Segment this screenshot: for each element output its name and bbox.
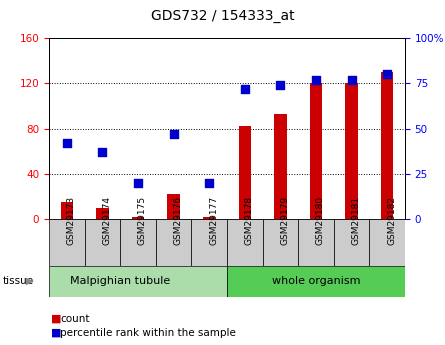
Text: GSM29173: GSM29173 [67,196,76,245]
Bar [167,194,180,219]
Bar [274,114,287,219]
Text: tissue: tissue [2,276,33,286]
Text: GSM29174: GSM29174 [102,196,111,245]
Bar [345,83,358,219]
Bar [120,219,156,266]
Bar [203,217,215,219]
Text: GSM29177: GSM29177 [209,196,218,245]
Text: Malpighian tubule: Malpighian tubule [70,276,170,286]
Bar [49,266,227,297]
Bar [263,219,298,266]
Bar [369,219,405,266]
Bar [132,217,144,219]
Bar [334,219,369,266]
Bar [61,202,73,219]
Text: GSM29178: GSM29178 [245,196,254,245]
Bar [156,219,191,266]
Text: percentile rank within the sample: percentile rank within the sample [60,328,236,338]
Point [241,86,248,91]
Text: GSM29181: GSM29181 [352,196,360,245]
Bar [227,219,263,266]
Point [99,149,106,155]
Text: ■: ■ [51,314,62,324]
Bar [85,219,120,266]
Text: GSM29175: GSM29175 [138,196,147,245]
Point [206,180,213,186]
Bar [310,83,322,219]
Text: ■: ■ [51,328,62,338]
Bar [381,72,393,219]
Bar [96,208,109,219]
Text: GSM29176: GSM29176 [174,196,182,245]
Text: GDS732 / 154333_at: GDS732 / 154333_at [151,9,294,23]
Text: count: count [60,314,89,324]
Text: ▶: ▶ [26,276,34,286]
Text: GSM29180: GSM29180 [316,196,325,245]
Bar [227,266,405,297]
Point [312,77,320,82]
Point [170,131,177,137]
Text: whole organism: whole organism [272,276,360,286]
Text: GSM29179: GSM29179 [280,196,289,245]
Point [134,180,142,186]
Bar [239,126,251,219]
Point [348,77,355,82]
Bar [49,219,85,266]
Text: GSM29182: GSM29182 [387,196,396,245]
Point [277,82,284,88]
Bar [298,219,334,266]
Bar [191,219,227,266]
Point [63,140,70,146]
Point [384,71,391,77]
